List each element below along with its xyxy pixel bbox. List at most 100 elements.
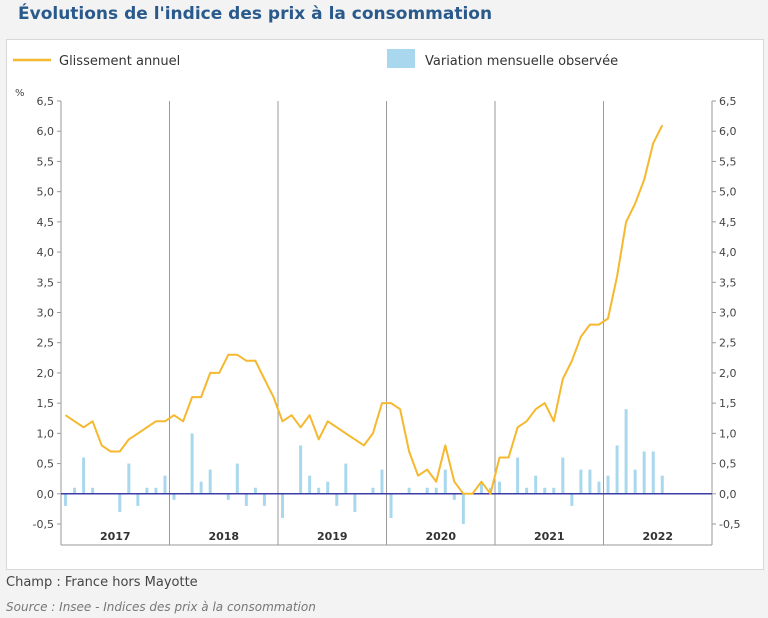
bar-month [552, 487, 556, 494]
bar-month [516, 457, 520, 494]
bar-month [579, 469, 583, 494]
bar-month [452, 493, 456, 500]
bar-month [344, 463, 348, 494]
bar-month [64, 493, 68, 506]
y-tick-label: 2,0 [37, 367, 55, 380]
y-tick-label: 3,0 [719, 307, 737, 320]
bar-month [253, 487, 257, 494]
x-tick-label: 2020 [425, 530, 456, 543]
x-axis: 2017 2018 2019 2020 2021 2022 [61, 530, 712, 546]
y-tick-label: -0,5 [33, 518, 54, 531]
bar-month [118, 493, 122, 512]
y-tick-label: 2,0 [719, 367, 737, 380]
bar-month [588, 469, 592, 494]
y-tick-label: 1,0 [37, 427, 55, 440]
y-tick-label: 1,0 [719, 427, 737, 440]
bar-month [434, 487, 438, 494]
y-tick-label: 4,5 [719, 216, 737, 229]
grid [60, 101, 713, 545]
y-tick-label: 4,5 [37, 216, 55, 229]
unit-label: % [15, 88, 25, 99]
bar-month [525, 487, 529, 494]
bar-month [235, 463, 239, 494]
bar-month [624, 409, 628, 494]
y-tick-label: 5,0 [37, 186, 55, 199]
bar-month [73, 487, 77, 494]
bar-month [199, 481, 203, 494]
y-tick-label: 3,0 [37, 307, 55, 320]
y-tick-label: 1,5 [37, 397, 55, 410]
bar-month [299, 445, 303, 494]
y-tick-label: -0,5 [719, 518, 740, 531]
bar-series [64, 409, 664, 524]
bar-month [190, 433, 194, 494]
chart: Glissement annuel Variation mensuelle ob… [13, 49, 740, 546]
bar-month [660, 475, 664, 494]
y-tick-label: 6,5 [37, 95, 55, 108]
y-tick-label: 5,5 [719, 155, 737, 168]
chart-panel: Glissement annuel Variation mensuelle ob… [6, 39, 764, 570]
bar-month [443, 469, 447, 494]
y-axis-left: -0,5 0,0 0,5 1,0 1,5 2,0 2,5 3,0 3,5 4,0 4,5 5,0 5,5… [33, 95, 61, 531]
bar-month [136, 493, 140, 506]
bar-month [606, 475, 610, 494]
y-tick-label: 5,5 [37, 155, 55, 168]
bar-month [597, 481, 601, 494]
x-tick-label: 2021 [534, 530, 565, 543]
bar-month [642, 451, 646, 494]
bar-month [308, 475, 312, 494]
bar-month [371, 487, 375, 494]
bar-month [145, 487, 149, 494]
bar-month [154, 487, 158, 494]
y-tick-label: 6,0 [37, 125, 55, 138]
bar-month [425, 487, 429, 494]
source-note: Source : Insee - Indices des prix à la c… [6, 600, 316, 614]
y-tick-label: 0,0 [37, 488, 55, 501]
x-tick-label: 2022 [642, 530, 673, 543]
bar-month [380, 469, 384, 494]
bar-month [479, 481, 483, 494]
bar-month [262, 493, 266, 506]
bar-month [244, 493, 248, 506]
bar-month [389, 493, 393, 518]
y-axis-right: -0,5 0,0 0,5 1,0 1,5 2,0 2,5 3,0 3,5 4,0 4,5 5,0 5,5… [712, 95, 740, 531]
y-tick-label: 1,5 [719, 397, 737, 410]
legend-bar-label: Variation mensuelle observée [425, 54, 618, 69]
y-tick-label: 4,0 [719, 246, 737, 259]
x-tick-label: 2017 [100, 530, 131, 543]
bar-month [561, 457, 565, 494]
legend: Glissement annuel Variation mensuelle ob… [13, 49, 618, 69]
y-tick-label: 3,5 [719, 276, 737, 289]
bar-month [281, 493, 285, 518]
line-series [64, 124, 664, 495]
bar-month [633, 469, 637, 494]
scope-note: Champ : France hors Mayotte [6, 575, 198, 590]
y-tick-label: 3,5 [37, 276, 55, 289]
bar-month [498, 481, 502, 494]
bar-month [226, 493, 230, 500]
bar-month [326, 481, 330, 494]
bar-month [172, 493, 176, 500]
bar-month [461, 493, 465, 524]
y-tick-label: 2,5 [37, 337, 55, 350]
y-tick-label: 4,0 [37, 246, 55, 259]
x-tick-label: 2019 [317, 530, 348, 543]
y-tick-label: 5,0 [719, 186, 737, 199]
bar-month [570, 493, 574, 506]
y-tick-label: 0,5 [719, 458, 737, 471]
y-tick-label: 0,0 [719, 488, 737, 501]
bar-month [82, 457, 86, 494]
line-glissement-annuel [64, 124, 664, 495]
bar-month [353, 493, 357, 512]
bar-month [651, 451, 655, 494]
y-tick-label: 6,5 [719, 95, 737, 108]
legend-bar-swatch [387, 49, 415, 68]
x-tick-label: 2018 [208, 530, 239, 543]
y-tick-label: 2,5 [719, 337, 737, 350]
bar-month [615, 445, 619, 494]
legend-line-label: Glissement annuel [59, 54, 180, 69]
bar-month [317, 487, 321, 494]
page-title: Évolutions de l'indice des prix à la con… [18, 4, 493, 24]
bar-month [335, 493, 339, 506]
bar-month [534, 475, 538, 494]
